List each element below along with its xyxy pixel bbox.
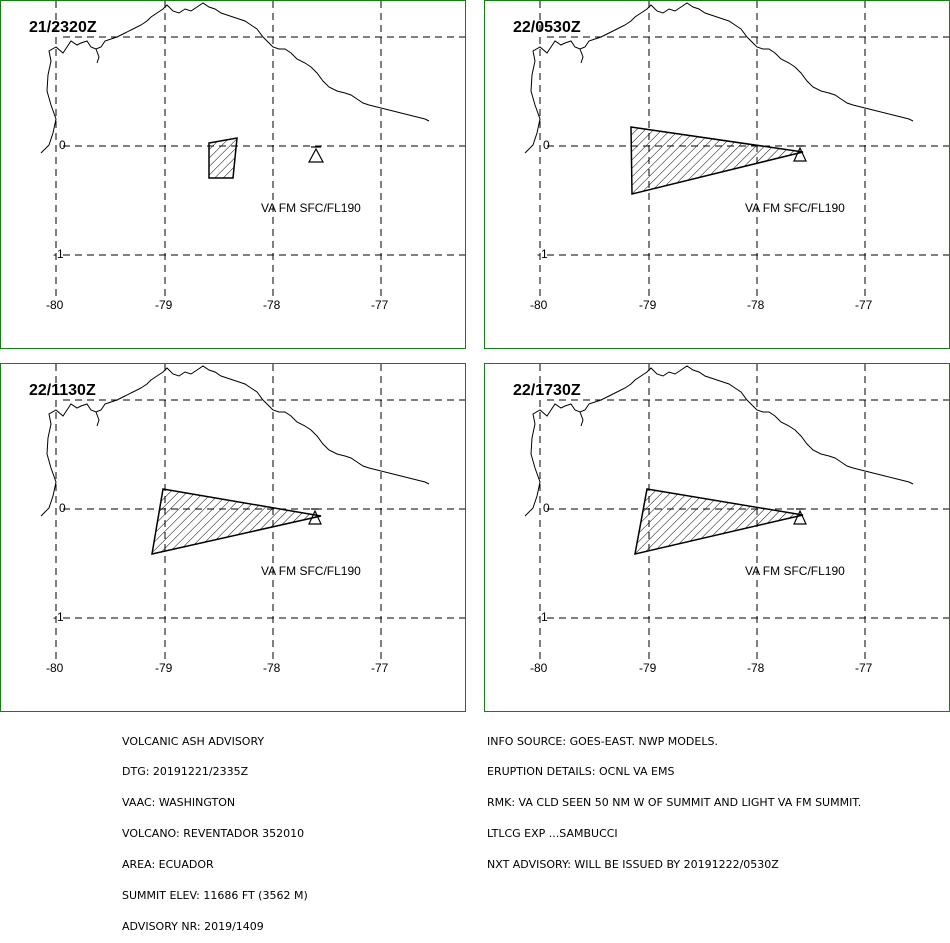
lon-label-77: -77 — [371, 661, 389, 675]
advisory-line: NXT ADVISORY: WILL BE ISSUED BY 20191222… — [487, 858, 779, 872]
map-panel-2: 22/0530Z VA FM SFC/FL190 0 -1 -80 -79 -7… — [484, 0, 950, 349]
map-panel-2-graphic — [524, 1, 949, 296]
map-panel-4-graphic — [524, 364, 949, 659]
coastline-spur — [579, 48, 584, 64]
coastline — [524, 2, 914, 154]
lon-label-79: -79 — [155, 661, 173, 675]
volcano-icon — [308, 508, 322, 525]
ash-cloud-polygon — [208, 137, 238, 179]
lon-label-80: -80 — [530, 661, 548, 675]
lon-label-77: -77 — [855, 298, 873, 312]
ash-cloud-polygon — [151, 488, 322, 555]
volcano-icon — [307, 146, 325, 163]
ash-cloud-polygon — [630, 126, 804, 195]
va-label: VA FM SFC/FL190 — [745, 564, 845, 578]
panel-time: 22/1130Z — [29, 382, 96, 399]
advisory-line: VAAC: WASHINGTON — [122, 796, 236, 810]
panel-time: 21/2320Z — [29, 19, 97, 36]
lon-label-80: -80 — [530, 298, 548, 312]
lat-label-0: 0 — [59, 501, 66, 515]
map-panel-4: 22/1730Z VA FM SFC/FL190 0 -1 -80 -79 -7… — [484, 363, 950, 712]
lat-label-0: 0 — [59, 138, 66, 152]
map-panel-3-graphic — [40, 364, 465, 659]
coastline-spur — [95, 411, 100, 427]
coastline — [524, 365, 914, 517]
map-panel-3: 22/1130Z VA FM SFC/FL190 0 -1 -80 -79 -7… — [0, 363, 466, 712]
lat-label-0: 0 — [543, 138, 550, 152]
lat-label-0: 0 — [543, 501, 550, 515]
advisory-line: RMK: VA CLD SEEN 50 NM W OF SUMMIT AND L… — [487, 796, 862, 810]
lon-label-78: -78 — [747, 661, 765, 675]
lon-label-79: -79 — [639, 661, 657, 675]
advisory-right-block: INFO SOURCE: GOES-EAST. NWP MODELS. ERUP… — [487, 716, 861, 881]
lon-label-80: -80 — [46, 661, 64, 675]
lat-label-minus1: -1 — [53, 247, 64, 261]
lon-label-78: -78 — [263, 661, 281, 675]
advisory-line: INFO SOURCE: GOES-EAST. NWP MODELS. — [487, 734, 718, 748]
map-panel-1: 21/2320Z VA FM SFC/FL190 0 -1 -80 -79 -7… — [0, 0, 466, 349]
volcano-icon — [793, 145, 807, 162]
advisory-line: VOLCANIC ASH ADVISORY — [122, 734, 265, 748]
advisory-line: AREA: ECUADOR — [122, 858, 214, 872]
lon-label-80: -80 — [46, 298, 64, 312]
advisory-line: DTG: 20191221/2335Z — [122, 765, 249, 779]
coastline-spur — [95, 48, 100, 64]
advisory-left-block: VOLCANIC ASH ADVISORY DTG: 20191221/2335… — [122, 716, 308, 943]
lat-label-minus1: -1 — [53, 610, 64, 624]
coastline — [40, 2, 430, 154]
va-label: VA FM SFC/FL190 — [261, 201, 361, 215]
lon-label-79: -79 — [639, 298, 657, 312]
advisory-line: SUMMIT ELEV: 11686 FT (3562 M) — [122, 889, 308, 903]
lon-label-78: -78 — [263, 298, 281, 312]
va-label: VA FM SFC/FL190 — [261, 564, 361, 578]
advisory-line: VOLCANO: REVENTADOR 352010 — [122, 827, 305, 841]
lon-label-77: -77 — [371, 298, 389, 312]
lat-label-minus1: -1 — [537, 610, 548, 624]
lon-label-79: -79 — [155, 298, 173, 312]
advisory-line: ERUPTION DETAILS: OCNL VA EMS — [487, 765, 675, 779]
advisory-line: ADVISORY NR: 2019/1409 — [122, 919, 264, 933]
grid-lines — [55, 1, 465, 296]
lat-label-minus1: -1 — [537, 247, 548, 261]
lon-label-77: -77 — [855, 661, 873, 675]
ash-cloud-polygon — [634, 488, 804, 555]
advisory-line: LTLCG EXP ...SAMBUCCI — [487, 827, 618, 841]
map-panel-1-graphic — [40, 1, 465, 296]
va-label: VA FM SFC/FL190 — [745, 201, 845, 215]
coastline — [40, 365, 430, 517]
panel-time: 22/1730Z — [513, 382, 581, 399]
coastline-spur — [579, 411, 584, 427]
volcano-icon — [793, 508, 807, 525]
lon-label-78: -78 — [747, 298, 765, 312]
panel-time: 22/0530Z — [513, 19, 581, 36]
